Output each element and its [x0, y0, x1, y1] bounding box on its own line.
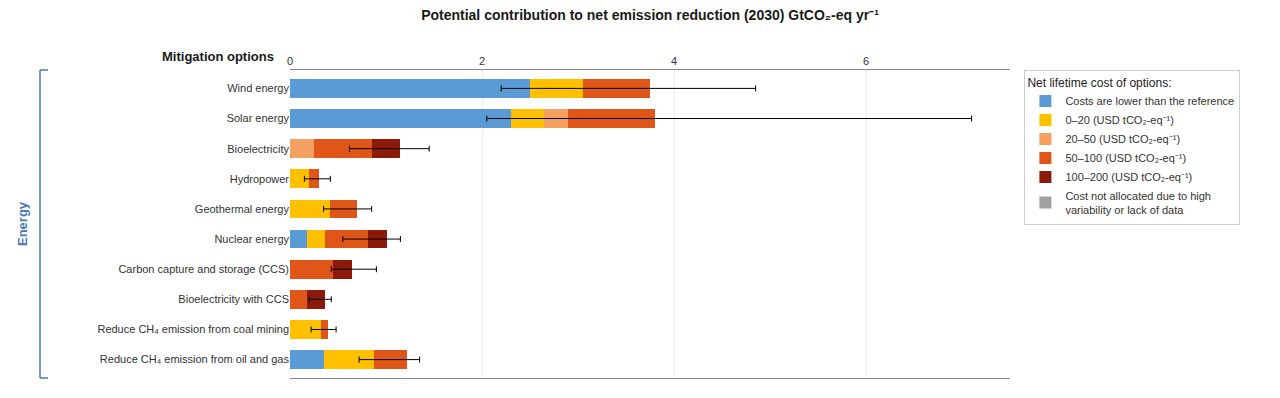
svg-text:Wind energy: Wind energy — [227, 82, 289, 94]
svg-text:Reduce CH₄ emission from coal: Reduce CH₄ emission from coal mining — [97, 323, 289, 335]
svg-text:0: 0 — [287, 55, 293, 67]
svg-text:100–200 (USD tCO₂-eq⁻¹): 100–200 (USD tCO₂-eq⁻¹) — [1065, 171, 1192, 183]
svg-text:Bioelectricity with CCS: Bioelectricity with CCS — [178, 293, 289, 305]
svg-text:Costs are lower than the refer: Costs are lower than the reference — [1065, 95, 1234, 107]
svg-text:20–50 (USD tCO₂-eq⁻¹): 20–50 (USD tCO₂-eq⁻¹) — [1065, 133, 1180, 145]
svg-text:2: 2 — [479, 55, 485, 67]
svg-text:Cost not allocated due to high: Cost not allocated due to highvariabilit… — [1065, 190, 1211, 216]
svg-text:Potential contribution to net: Potential contribution to net emission r… — [421, 7, 879, 23]
svg-text:Carbon capture and storage (CC: Carbon capture and storage (CCS) — [118, 263, 289, 275]
svg-text:0–20 (USD tCO₂-eq⁻¹): 0–20 (USD tCO₂-eq⁻¹) — [1065, 114, 1174, 126]
svg-text:Geothermal energy: Geothermal energy — [195, 203, 290, 215]
svg-text:Bioelectricity: Bioelectricity — [227, 143, 289, 155]
svg-text:Net lifetime cost of options:: Net lifetime cost of options: — [1027, 76, 1171, 90]
svg-text:Solar energy: Solar energy — [227, 112, 290, 124]
svg-text:4: 4 — [671, 55, 677, 67]
svg-text:Energy: Energy — [15, 201, 30, 246]
svg-text:Nuclear energy: Nuclear energy — [214, 233, 289, 245]
svg-text:Hydropower: Hydropower — [230, 173, 290, 185]
svg-text:Reduce CH₄ emission from oil a: Reduce CH₄ emission from oil and gas — [100, 353, 290, 365]
svg-text:Mitigation options: Mitigation options — [162, 49, 274, 64]
svg-text:6: 6 — [863, 55, 869, 67]
svg-text:50–100 (USD tCO₂-eq⁻¹): 50–100 (USD tCO₂-eq⁻¹) — [1065, 152, 1186, 164]
